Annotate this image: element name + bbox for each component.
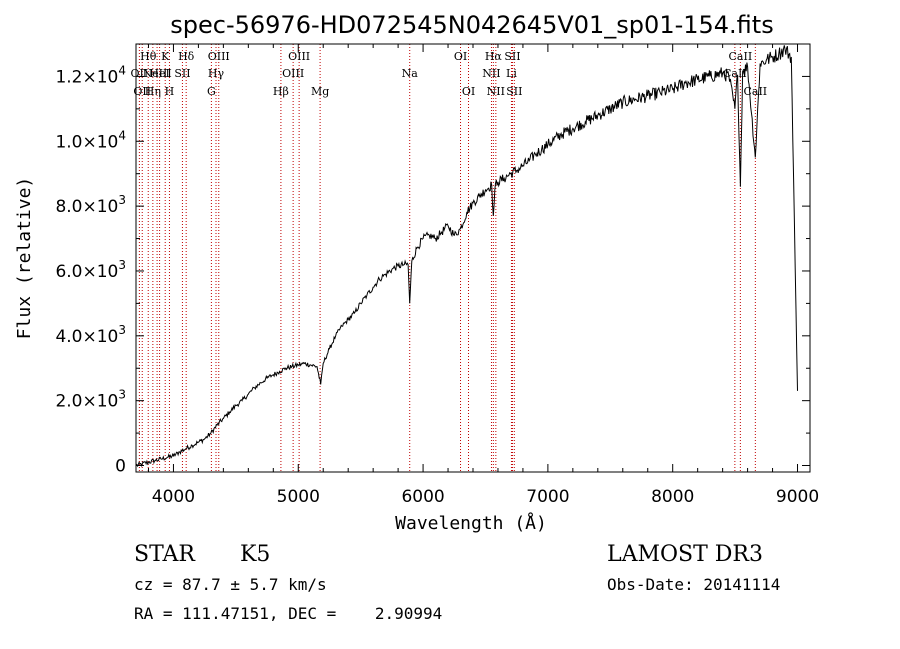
observation-date: Obs-Date: 20141114 xyxy=(607,575,780,594)
y-tick-label-2: 4.0×103 xyxy=(55,323,126,347)
y-tick-exponent: 3 xyxy=(118,323,126,337)
line-label-10: G xyxy=(207,85,216,98)
line-label-4: NeIII xyxy=(143,67,172,80)
object-class: STAR xyxy=(134,542,196,567)
line-label-18: OI xyxy=(454,50,467,63)
line-label-3: Hη xyxy=(145,85,161,98)
line-label-8: SII xyxy=(174,67,190,80)
y-tick-label-6: 1.2×104 xyxy=(55,63,126,87)
y-tick-exponent: 4 xyxy=(118,63,126,77)
line-label-2: Hθ xyxy=(140,50,157,63)
line-label-19: OI xyxy=(462,85,475,98)
y-tick-mantissa: 8.0×10 xyxy=(55,197,118,217)
line-label-13: Hβ xyxy=(273,85,289,98)
line-label-6: K xyxy=(161,50,170,63)
spectrum-series-line xyxy=(135,45,798,468)
line-label-22: NII xyxy=(487,85,505,98)
line-label-12: OIII xyxy=(208,50,230,63)
x-tick-label-2: 6000 xyxy=(401,487,444,507)
y-tick-mantissa: 1.2×10 xyxy=(55,67,118,87)
x-tick-label-0: 4000 xyxy=(152,487,195,507)
line-label-5: HeI xyxy=(149,67,169,80)
y-tick-label-4: 8.0×103 xyxy=(55,193,126,217)
y-tick-exponent: 4 xyxy=(118,128,126,142)
plot-frame xyxy=(135,43,811,473)
emission-line-markers xyxy=(138,44,756,472)
line-label-15: OIII xyxy=(288,50,310,63)
x-axis-ticks: 4000 5000 6000 7000 8000 9000 xyxy=(147,44,819,507)
line-label-23: Li xyxy=(506,67,517,80)
y-tick-exponent: 3 xyxy=(118,258,126,272)
line-label-7: H xyxy=(165,85,175,98)
y-tick-label-5: 1.0×104 xyxy=(55,128,126,152)
line-label-24: SII xyxy=(504,50,520,63)
redshift-velocity: cz = 87.7 ± 5.7 km/s xyxy=(134,575,327,594)
emission-line-labels: OIIOIIHθHηNeIIIHeIKHSIIHδGHγOIIIHβOIIIOI… xyxy=(131,50,768,98)
line-label-25: SII xyxy=(506,85,522,98)
line-label-9: Hδ xyxy=(178,50,195,63)
line-label-27: CaII xyxy=(729,50,753,63)
survey-name: LAMOST DR3 xyxy=(607,542,763,567)
y-tick-mantissa: 0 xyxy=(115,457,126,477)
y-tick-mantissa: 2.0×10 xyxy=(55,392,118,412)
x-tick-label-3: 7000 xyxy=(526,487,569,507)
y-tick-mantissa: 6.0×10 xyxy=(55,262,118,282)
object-subclass: K5 xyxy=(240,542,270,567)
line-label-17: Na xyxy=(402,67,419,80)
y-tick-label-0: 0 xyxy=(115,457,126,477)
line-label-14: OIII xyxy=(282,67,304,80)
y-tick-mantissa: 4.0×10 xyxy=(55,327,118,347)
coordinates: RA = 111.47151, DEC = 2.90994 xyxy=(134,604,442,623)
line-label-28: CaII xyxy=(743,85,767,98)
x-axis-label: Wavelength (Å) xyxy=(395,512,547,534)
x-tick-label-5: 9000 xyxy=(776,487,819,507)
y-tick-mantissa: 1.0×10 xyxy=(55,132,118,152)
y-axis-ticks: 02.0×1034.0×1036.0×1038.0×1031.0×1041.2×… xyxy=(55,63,810,477)
y-tick-exponent: 3 xyxy=(118,193,126,207)
y-tick-label-3: 6.0×103 xyxy=(55,258,126,282)
y-tick-exponent: 3 xyxy=(118,388,126,402)
line-label-1: OII xyxy=(133,85,151,98)
line-label-11: Hγ xyxy=(208,67,225,80)
line-label-21: Hα xyxy=(485,50,503,63)
line-label-20: NII xyxy=(482,67,500,80)
y-axis-label: Flux (relative) xyxy=(14,177,35,340)
x-tick-label-1: 5000 xyxy=(277,487,320,507)
y-tick-label-1: 2.0×103 xyxy=(55,388,126,412)
x-tick-label-4: 8000 xyxy=(651,487,694,507)
chart-title: spec-56976-HD072545N042645V01_sp01-154.f… xyxy=(170,11,773,39)
line-label-16: Mg xyxy=(311,85,329,98)
